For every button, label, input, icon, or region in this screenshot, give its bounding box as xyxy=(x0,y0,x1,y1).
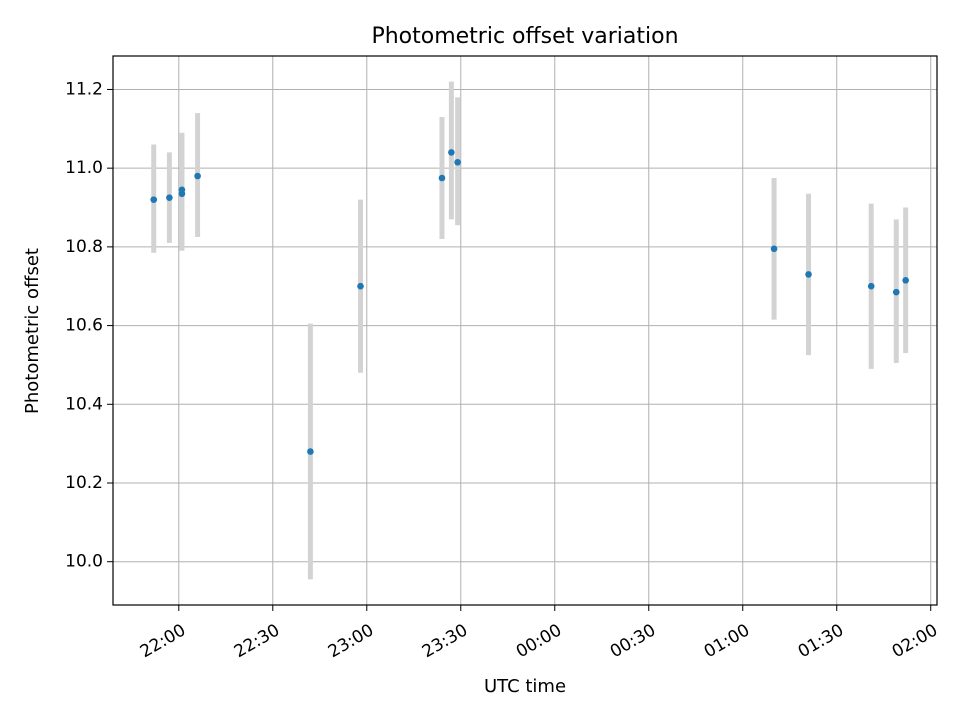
data-point xyxy=(166,194,173,201)
y-tick-label: 10.6 xyxy=(65,316,103,336)
data-point xyxy=(178,186,186,194)
y-tick-label: 10.4 xyxy=(65,394,103,414)
plot-area-frame xyxy=(112,55,938,606)
data-point xyxy=(150,196,158,203)
data-points xyxy=(150,149,909,455)
y-tick-label: 10.0 xyxy=(65,552,103,572)
x-tick-label: 22:30 xyxy=(231,620,283,662)
x-tick-label: 23:00 xyxy=(325,620,377,662)
x-tick-label: 23:30 xyxy=(419,620,471,662)
data-point xyxy=(438,174,446,182)
data-point xyxy=(892,288,900,296)
data-point xyxy=(902,277,909,284)
data-point xyxy=(770,245,778,253)
x-tick-label: 00:00 xyxy=(513,620,565,662)
error-bars xyxy=(151,81,909,580)
y-tick-label: 10.2 xyxy=(65,473,103,493)
x-tick-label: 22:00 xyxy=(137,620,189,662)
y-axis-ticks: 10.0 10.2 10.4 10.6 10.8 11.0 11.2 xyxy=(65,79,113,572)
data-point xyxy=(867,282,875,290)
chart-title: Photometric offset variation xyxy=(371,24,678,49)
x-tick-label: 00:30 xyxy=(607,620,659,662)
data-point xyxy=(805,271,812,278)
y-tick-label: 10.8 xyxy=(65,237,103,257)
y-tick-label: 11.2 xyxy=(65,79,103,99)
data-point xyxy=(357,282,364,290)
y-axis-label: Photometric offset xyxy=(22,248,43,414)
x-tick-label: 01:30 xyxy=(795,620,847,662)
grid xyxy=(113,56,937,605)
x-tick-label: 02:00 xyxy=(889,620,941,662)
data-point xyxy=(454,158,461,166)
data-point xyxy=(307,448,314,455)
x-axis-ticks: 22:00 22:30 23:00 23:30 00:00 00:30 01:00 01:30… xyxy=(137,605,941,662)
data-point xyxy=(194,172,201,180)
x-axis-label: UTC time xyxy=(484,676,566,697)
data-point xyxy=(448,149,455,156)
y-tick-label: 11.0 xyxy=(65,158,103,178)
x-tick-label: 01:00 xyxy=(701,620,753,662)
